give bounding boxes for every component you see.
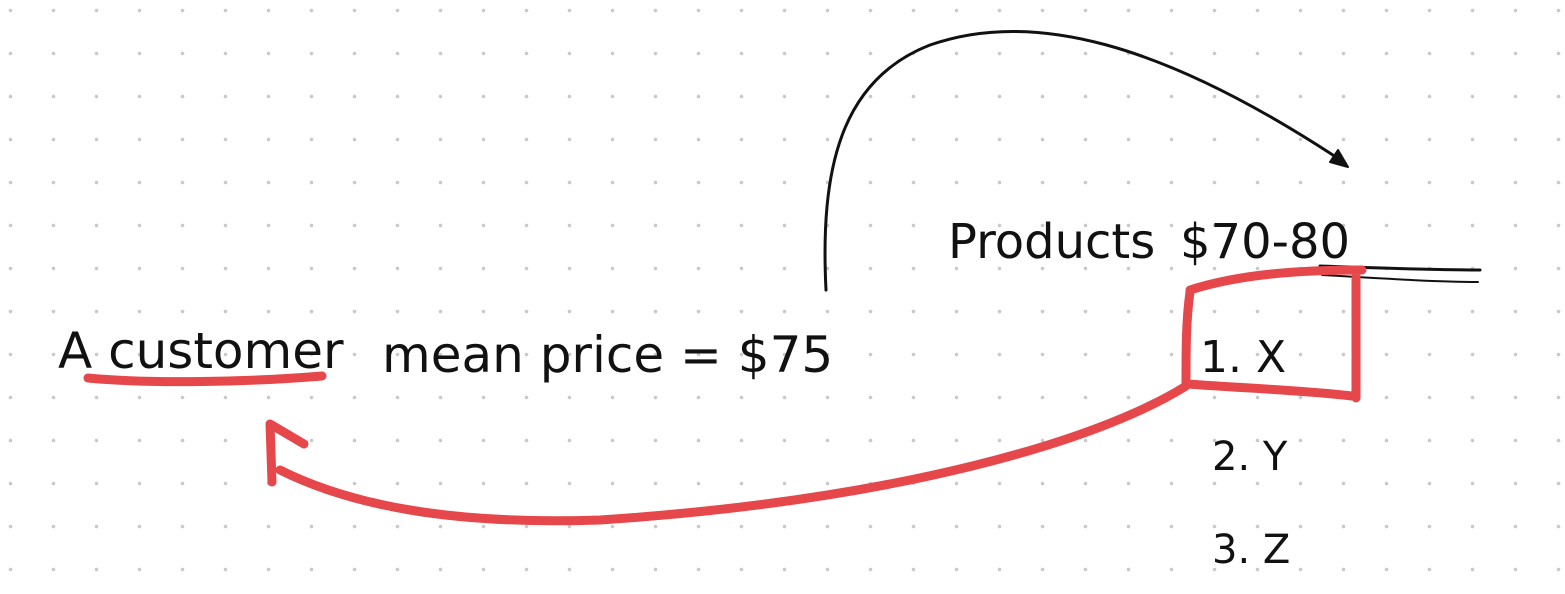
products-label: Products <box>948 214 1155 270</box>
item-to-customer-arrow <box>275 381 1191 526</box>
mean-price-text: mean price = $75 <box>382 326 833 384</box>
customer-highlight-underline <box>83 371 327 387</box>
mean-price-to-range-arrow <box>823 29 1349 292</box>
product-item-1: 1. X <box>1200 332 1286 383</box>
price-range: $70-80 <box>1180 214 1350 270</box>
item-to-customer-arrowhead <box>265 419 309 487</box>
arrow-curve <box>823 29 1347 292</box>
customer-label: A customer <box>58 322 344 380</box>
product-item-2: 2. Y <box>1212 434 1288 480</box>
item-1-highlight-box <box>1181 265 1367 403</box>
arrow-head <box>1329 149 1349 168</box>
product-item-3: 3. Z <box>1212 527 1290 573</box>
